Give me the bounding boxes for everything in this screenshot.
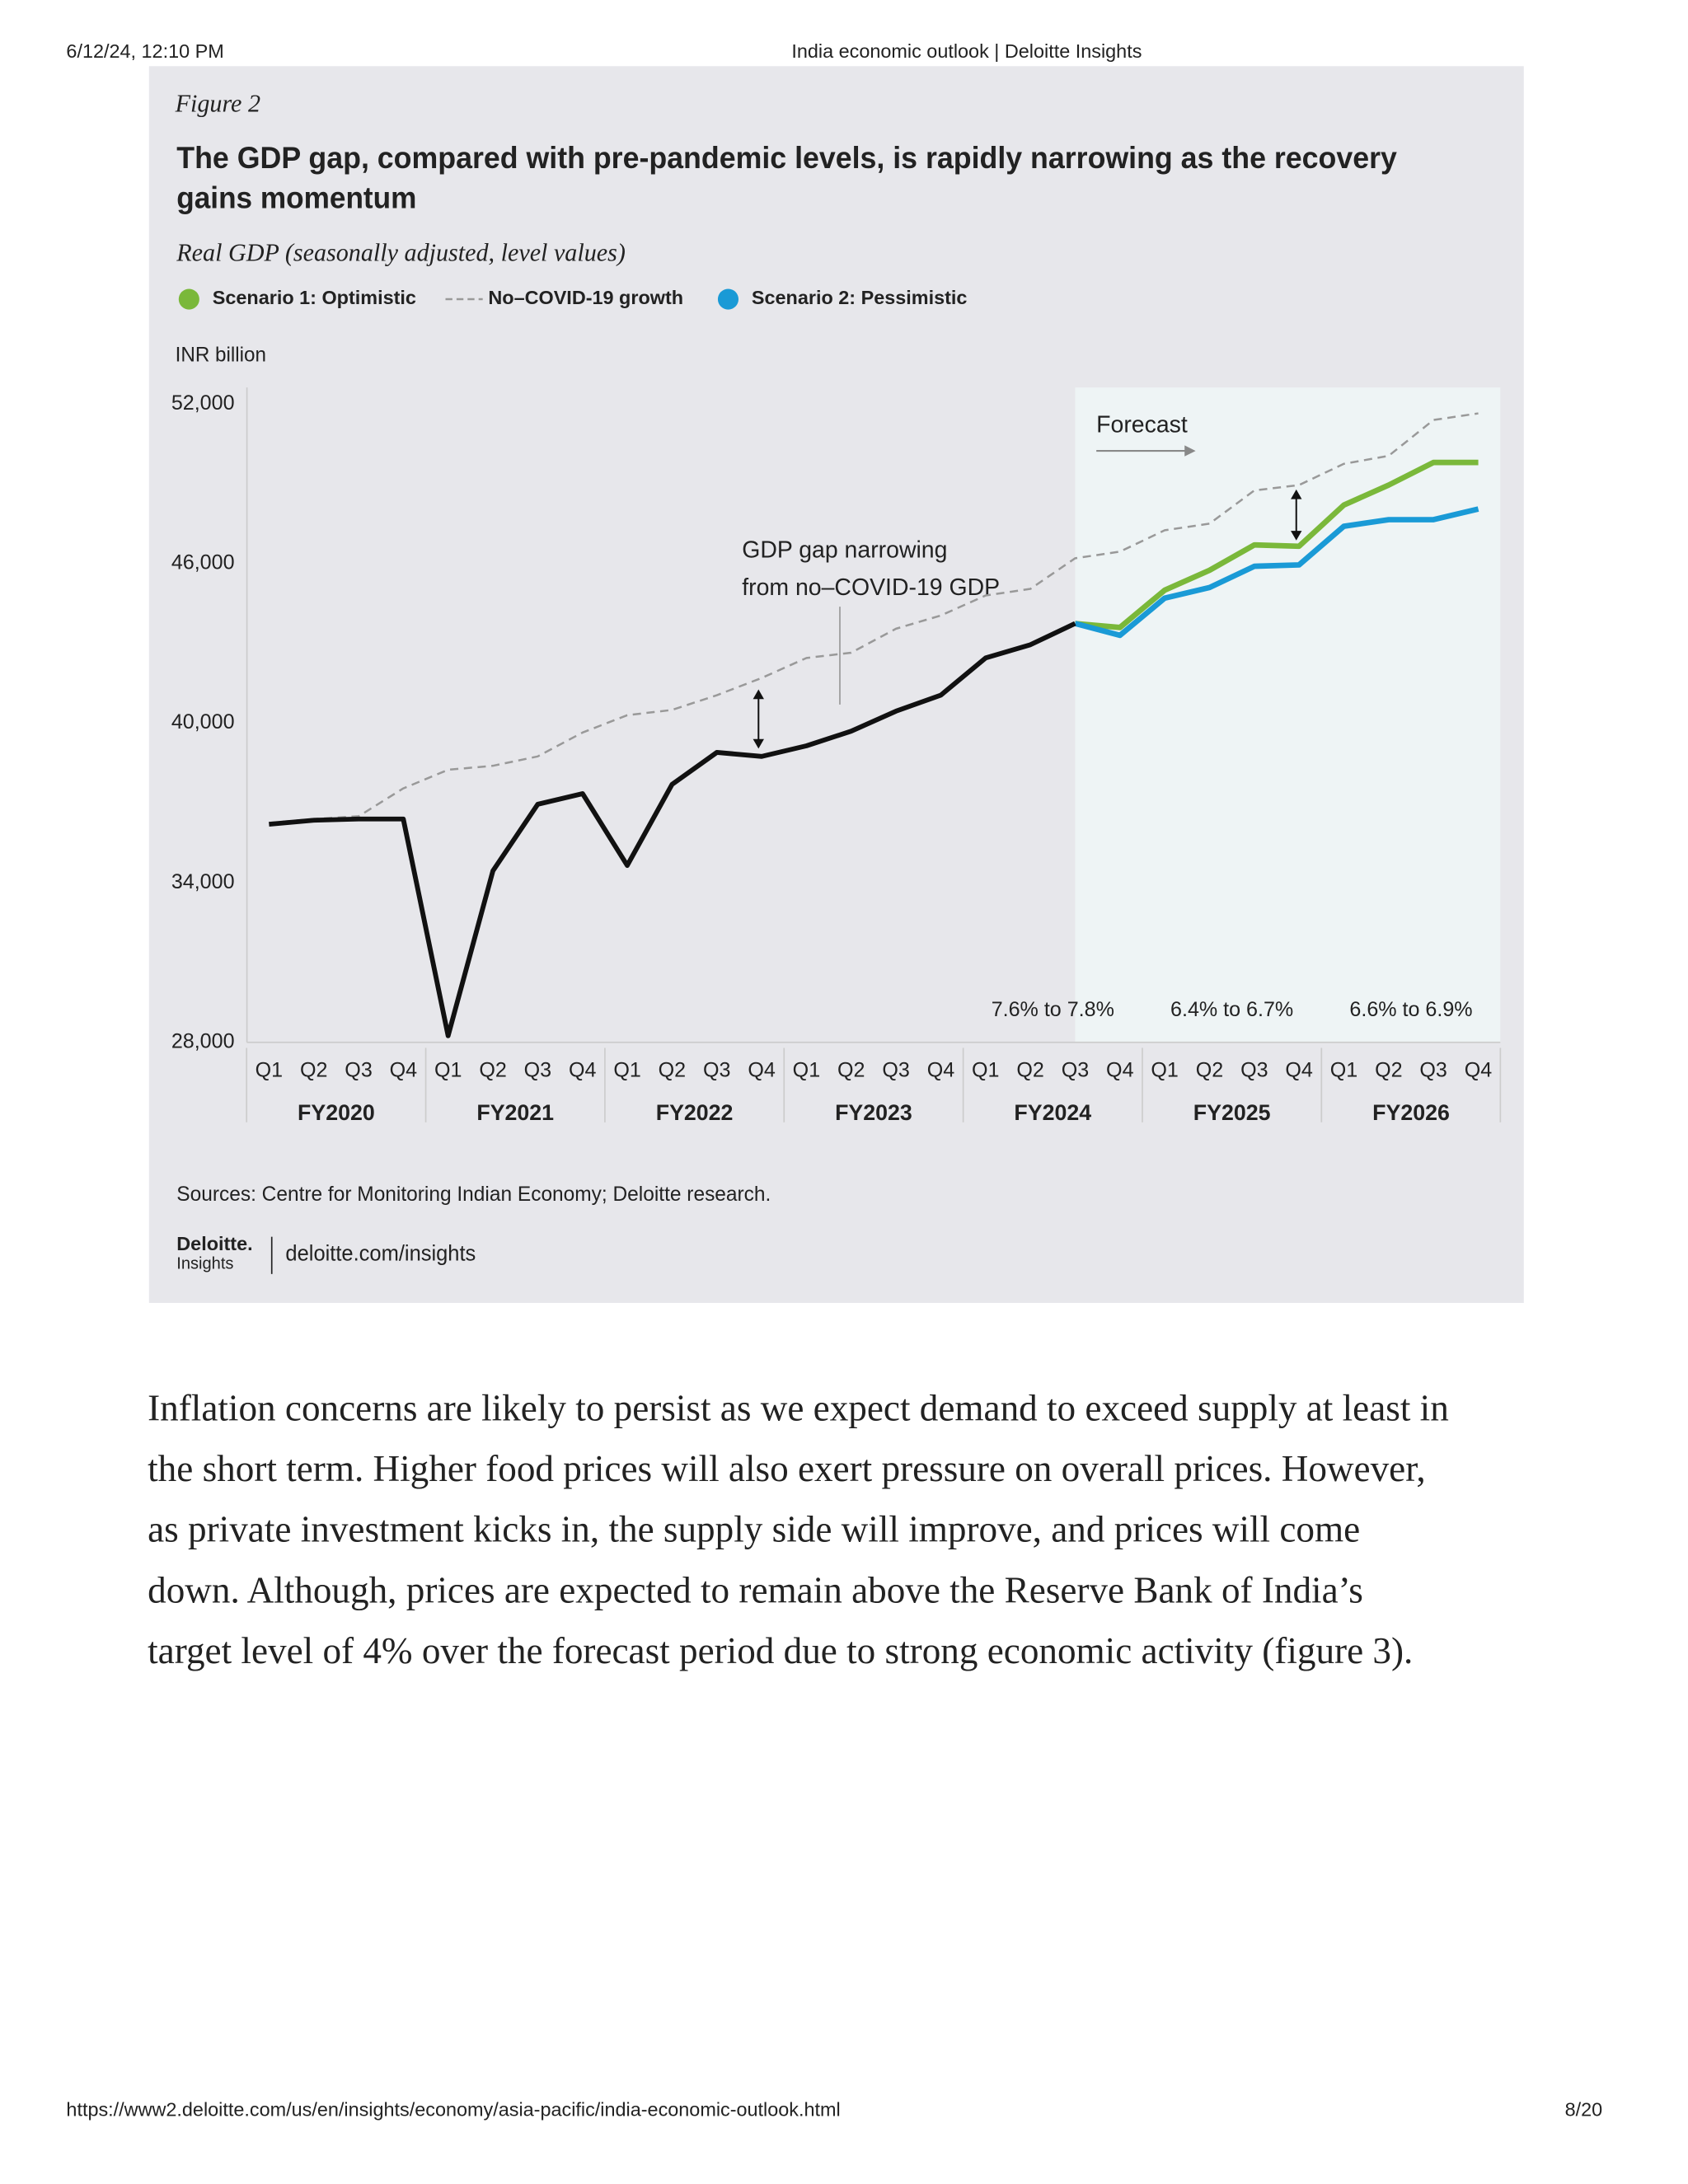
x-tick-label: Q3 <box>1062 1059 1089 1082</box>
series-line <box>1075 459 1479 630</box>
range-label: 7.6% to 7.8% <box>992 998 1114 1021</box>
x-tick-label: Q4 <box>1106 1059 1134 1082</box>
x-group-label: FY2023 <box>835 1100 912 1125</box>
forecast-label: Forecast <box>1096 411 1188 438</box>
logo-url: deloitte.com/insights <box>285 1240 476 1265</box>
x-group-label: FY2022 <box>656 1100 734 1125</box>
range-label: 6.6% to 6.9% <box>1349 998 1472 1021</box>
x-tick-label: Q1 <box>256 1059 283 1082</box>
y-tick-label: 40,000 <box>171 710 235 733</box>
legend-label: No–COVID-19 growth <box>488 287 683 308</box>
x-group-label: FY2021 <box>476 1100 554 1125</box>
legend-label: Scenario 1: Optimistic <box>213 287 416 308</box>
paragraph-line: as private investment kicks in, the supp… <box>148 1509 1360 1550</box>
page-number: 8/20 <box>1565 2099 1603 2121</box>
chart-title: The GDP gap, compared with pre-pandemic … <box>176 141 1397 175</box>
x-tick-label: Q2 <box>1375 1059 1402 1082</box>
x-tick-label: Q2 <box>300 1059 327 1082</box>
paragraph-line: Inflation concerns are likely to persist… <box>148 1387 1449 1428</box>
x-tick-label: Q1 <box>1330 1059 1357 1082</box>
paragraph-line: the short term. Higher food prices will … <box>148 1448 1426 1489</box>
x-tick-label: Q2 <box>659 1059 686 1082</box>
x-tick-label: Q4 <box>748 1059 776 1082</box>
y-tick-label: 52,000 <box>171 391 235 415</box>
y-tick-label: 28,000 <box>171 1029 235 1052</box>
y-tick-label: 46,000 <box>171 551 235 574</box>
series-line <box>1074 506 1479 639</box>
x-tick-label: Q1 <box>972 1059 999 1082</box>
x-tick-label: Q4 <box>569 1059 597 1082</box>
x-tick-label: Q3 <box>1240 1059 1268 1082</box>
paragraph-line: down. Although, prices are expected to r… <box>148 1569 1363 1610</box>
legend-marker <box>717 288 739 310</box>
logo: Insights <box>176 1254 233 1272</box>
x-tick-label: Q2 <box>837 1059 865 1082</box>
x-tick-label: Q3 <box>882 1059 909 1082</box>
x-tick-label: Q1 <box>1151 1059 1178 1082</box>
print-datetime: 6/12/24, 12:10 PM <box>66 40 223 62</box>
x-tick-label: Q2 <box>1196 1059 1223 1082</box>
chart-subtitle: Real GDP (seasonally adjusted, level val… <box>176 238 626 266</box>
plot: Forecast 28,000 34,000 40,000 46,000 52,000 Q1… <box>171 387 1502 1125</box>
x-tick-label: Q1 <box>613 1059 640 1082</box>
legend-label: Scenario 2: Pessimistic <box>752 287 968 308</box>
range-label: 6.4% to 6.7% <box>1170 998 1293 1021</box>
x-tick-label: Q3 <box>524 1059 551 1082</box>
x-group-label: FY2025 <box>1193 1100 1271 1125</box>
x-tick-label: Q2 <box>1016 1059 1043 1082</box>
annotation: from no–COVID-19 GDP <box>742 574 1000 601</box>
y-tick-label: 34,000 <box>171 870 235 893</box>
print-title: India economic outlook | Deloitte Insigh… <box>791 40 1142 62</box>
legend-marker <box>178 288 199 310</box>
series-line <box>269 412 1479 824</box>
chart-title: gains momentum <box>176 180 416 214</box>
x-tick-label: Q4 <box>1465 1059 1493 1082</box>
print-url: https://www2.deloitte.com/us/en/insights… <box>66 2099 840 2121</box>
x-tick-label: Q4 <box>927 1059 955 1082</box>
forecast-arrowhead <box>1184 445 1196 457</box>
annotation: GDP gap narrowing <box>742 537 947 564</box>
paragraph-line: target level of 4% over the forecast per… <box>148 1630 1413 1671</box>
x-tick-label: Q3 <box>703 1059 730 1082</box>
x-tick-label: Q4 <box>1285 1059 1313 1082</box>
x-tick-label: Q2 <box>479 1059 506 1082</box>
series-line <box>269 621 1076 1038</box>
x-group-label: FY2020 <box>298 1100 375 1125</box>
figure-label: Figure 2 <box>175 90 260 118</box>
forecast-region <box>1075 387 1501 1043</box>
x-tick-label: Q1 <box>793 1059 820 1082</box>
source: Sources: Centre for Monitoring Indian Ec… <box>176 1183 771 1206</box>
x-group-label: FY2024 <box>1014 1100 1091 1125</box>
x-group-label: FY2026 <box>1372 1100 1450 1125</box>
x-tick-label: Q3 <box>345 1059 372 1082</box>
x-tick-label: Q1 <box>434 1059 462 1082</box>
x-tick-label: Q3 <box>1419 1059 1447 1082</box>
x-tick-label: Q4 <box>390 1059 418 1082</box>
logo: Deloitte. <box>176 1233 252 1254</box>
body-text: Inflation concerns are likely to persist… <box>148 1387 1449 1671</box>
y-axis-label: INR billion <box>176 343 266 366</box>
